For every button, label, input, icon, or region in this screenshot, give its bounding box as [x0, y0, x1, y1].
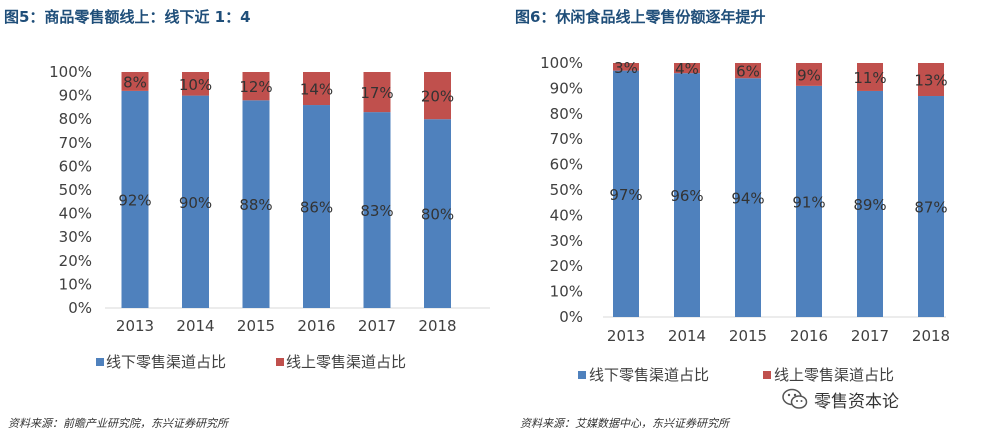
y-tick-label: 0% [68, 299, 92, 317]
bar-online-2013 [613, 63, 639, 71]
bar-online-2014 [182, 72, 209, 96]
x-tick-label: 2017 [851, 327, 889, 345]
bar-offline-2013 [121, 90, 149, 308]
x-tick-label: 2018 [912, 327, 950, 345]
x-tick-label: 2014 [176, 317, 214, 335]
data-label: 13% [914, 72, 947, 90]
data-label: 89% [853, 196, 886, 214]
chart1-source: 资料来源：前瞻产业研究院，东兴证券研究所 [8, 417, 228, 430]
data-label: 94% [731, 190, 764, 208]
y-tick-label: 60% [550, 156, 583, 174]
x-tick-label: 2015 [237, 317, 275, 335]
y-tick-label: 80% [550, 105, 583, 123]
data-label: 86% [300, 199, 333, 217]
x-tick-label: 2016 [297, 317, 335, 335]
bar-offline-2016 [303, 105, 330, 308]
y-tick-label: 90% [550, 79, 583, 97]
y-tick-label: 90% [59, 87, 92, 105]
legend-swatch [763, 371, 771, 379]
bar-online-2017 [363, 72, 391, 113]
y-tick-label: 40% [59, 205, 92, 223]
y-tick-label: 50% [59, 181, 92, 199]
legend-swatch [276, 358, 284, 366]
y-tick-label: 50% [550, 181, 583, 199]
y-tick-label: 40% [550, 206, 583, 224]
data-label: 97% [609, 186, 642, 204]
y-tick-label: 100% [540, 54, 583, 72]
chart1-title: 图5：商品零售额线上：线下近 1：4 [4, 8, 251, 26]
bar-offline-2016 [796, 85, 822, 317]
bar-offline-2018 [918, 96, 944, 318]
x-tick-label: 2016 [790, 327, 828, 345]
chart2-source: 资料来源：艾媒数据中心，东兴证券研究所 [520, 417, 729, 430]
x-tick-label: 2018 [418, 317, 456, 335]
y-tick-label: 70% [550, 130, 583, 148]
y-tick-label: 30% [59, 228, 92, 246]
watermark: 零售资本论 [782, 384, 899, 414]
data-label: 8% [123, 73, 147, 91]
x-tick-label: 2017 [358, 317, 396, 335]
y-tick-label: 0% [559, 308, 583, 326]
bar-online-2017 [857, 63, 883, 91]
data-label: 10% [179, 76, 212, 94]
y-tick-label: 20% [59, 252, 92, 270]
bar-offline-2014 [674, 73, 700, 317]
data-label: 96% [670, 187, 703, 205]
y-tick-label: 10% [59, 275, 92, 293]
bar-offline-2015 [242, 100, 270, 308]
y-tick-label: 100% [49, 63, 92, 81]
data-label: 3% [614, 59, 638, 77]
x-tick-label: 2013 [607, 327, 645, 345]
bar-online-2015 [735, 63, 761, 79]
chart2-title: 图6：休闲食品线上零售份额逐年提升 [515, 8, 766, 26]
bar-online-2013 [121, 72, 149, 91]
bar-offline-2018 [424, 119, 451, 308]
bar-offline-2017 [857, 90, 883, 317]
bar-offline-2013 [613, 70, 639, 318]
y-tick-label: 10% [550, 283, 583, 301]
data-label: 9% [797, 66, 821, 84]
data-label: 83% [360, 202, 393, 220]
y-tick-label: 80% [59, 110, 92, 128]
bar-online-2018 [918, 63, 944, 97]
y-tick-label: 30% [550, 232, 583, 250]
data-label: 11% [853, 69, 886, 87]
y-tick-label: 20% [550, 257, 583, 275]
data-label: 12% [239, 78, 272, 96]
data-label: 87% [914, 199, 947, 217]
legend-swatch [96, 358, 104, 366]
x-tick-label: 2013 [116, 317, 154, 335]
data-label: 6% [736, 63, 760, 81]
legend-label: 线下零售渠道占比 [106, 353, 226, 371]
legend-label: 线上零售渠道占比 [774, 366, 894, 384]
data-label: 17% [360, 84, 393, 102]
data-label: 4% [675, 60, 699, 78]
x-tick-label: 2014 [668, 327, 706, 345]
y-tick-label: 60% [59, 157, 92, 175]
legend-label: 线上零售渠道占比 [286, 353, 406, 371]
data-label: 88% [239, 196, 272, 214]
wechat-icon [782, 388, 808, 409]
bar-online-2016 [796, 63, 822, 86]
legend-swatch [578, 371, 586, 379]
data-label: 92% [118, 191, 151, 209]
x-tick-label: 2015 [729, 327, 767, 345]
data-label: 90% [179, 194, 212, 212]
bar-offline-2017 [363, 112, 391, 309]
data-label: 80% [421, 206, 454, 224]
data-label: 14% [300, 81, 333, 99]
watermark-text: 零售资本论 [814, 391, 899, 412]
bar-online-2018 [424, 72, 451, 120]
bar-online-2016 [303, 72, 330, 106]
bar-offline-2014 [182, 95, 209, 308]
bar-offline-2015 [735, 78, 761, 318]
data-label: 20% [421, 88, 454, 106]
data-label: 91% [792, 193, 825, 211]
bar-online-2015 [242, 72, 270, 101]
y-tick-label: 70% [59, 134, 92, 152]
legend-label: 线下零售渠道占比 [589, 366, 709, 384]
bar-online-2014 [674, 63, 700, 74]
